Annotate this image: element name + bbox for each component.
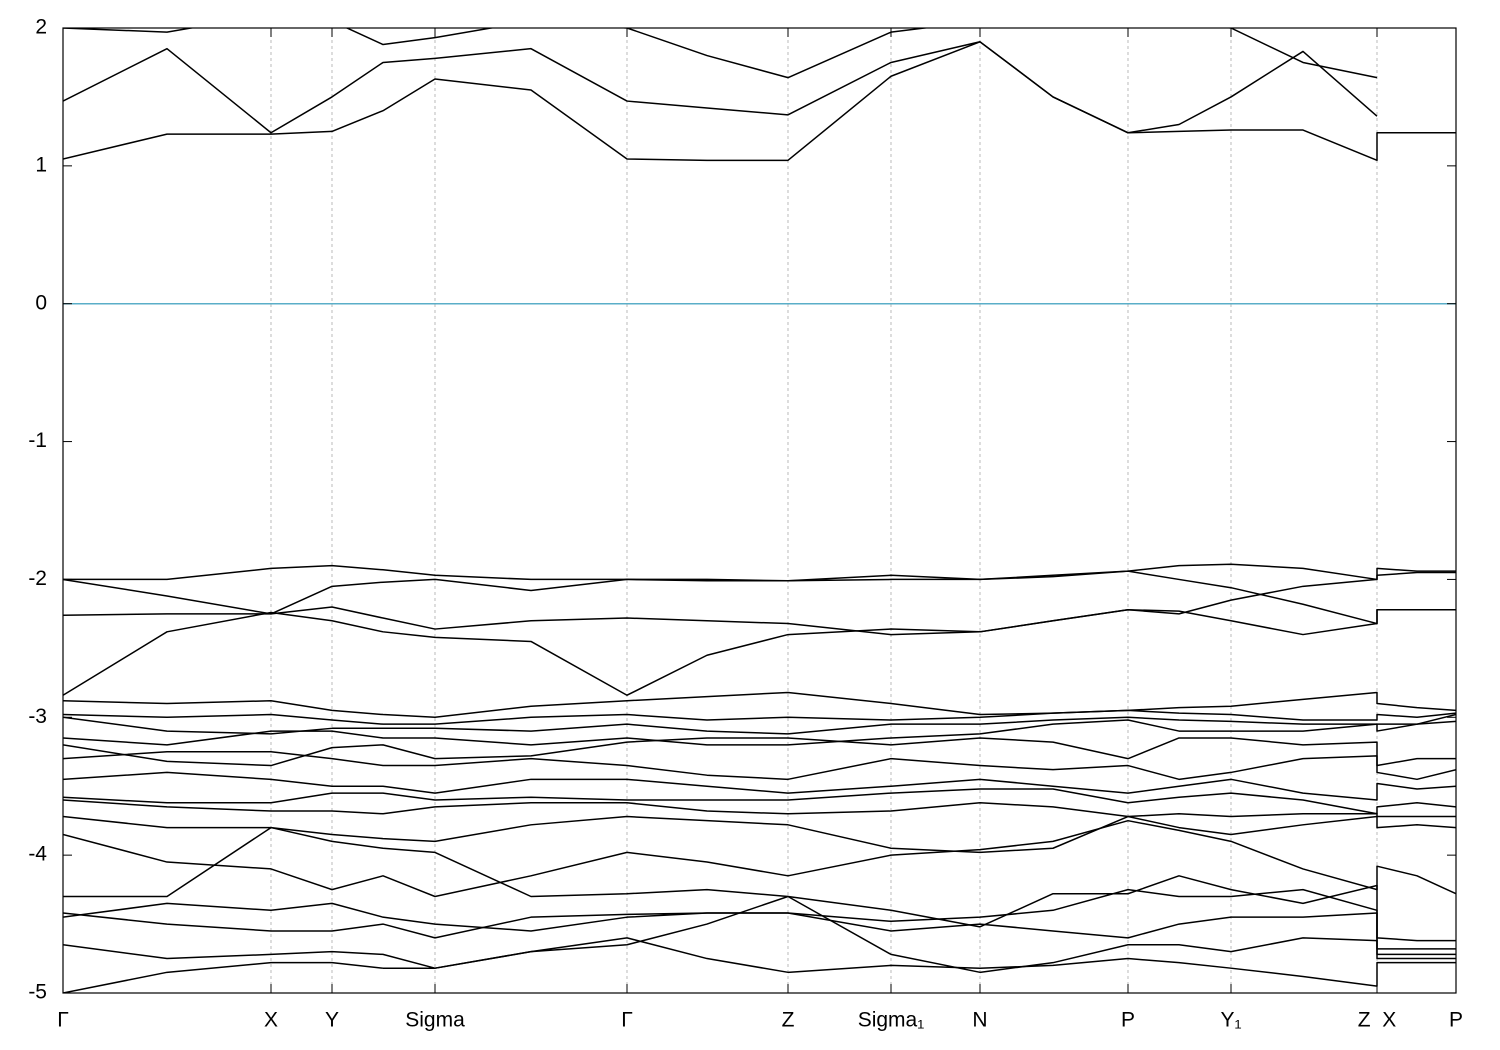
grid xyxy=(62,28,1457,993)
axes: -5 -4 -3 -2 -1 0 1 2 Γ X Y Sigma Γ Z Sigma₁ N P Y₁ Z X P xyxy=(28,16,1463,1032)
y-tick-label: 0 xyxy=(35,291,47,314)
x-tick-label: Sigma xyxy=(405,1009,465,1032)
band-line xyxy=(63,788,1456,815)
band-line xyxy=(63,819,1456,898)
band-line xyxy=(63,888,1456,950)
plot-frame xyxy=(62,27,1457,994)
y-tick-label: 1 xyxy=(35,153,47,176)
y-tick-label: -4 xyxy=(28,843,47,866)
band-line xyxy=(63,799,1456,818)
x-tick-label: Γ xyxy=(621,1009,633,1032)
y-tick-label: -5 xyxy=(28,981,47,1004)
x-tick-label: Γ xyxy=(57,1009,69,1032)
band-line xyxy=(63,28,1378,79)
band-line xyxy=(63,41,1378,134)
band-line xyxy=(63,563,1456,582)
band-line xyxy=(63,571,1456,696)
band-line xyxy=(63,41,1456,162)
band-line xyxy=(63,737,1456,767)
band-line xyxy=(63,826,1456,942)
x-tick-label: X xyxy=(264,1009,278,1032)
y-tick-label: -1 xyxy=(28,429,47,452)
band-line xyxy=(63,815,1456,854)
band-line xyxy=(63,912,1456,960)
x-tick-label: Y₁ xyxy=(1220,1009,1241,1032)
x-tick-label: Z X xyxy=(1358,1009,1397,1032)
x-tick-label: Z xyxy=(782,1009,795,1032)
band-line xyxy=(63,713,1456,746)
band-line xyxy=(63,937,1456,993)
band-line xyxy=(63,691,1456,719)
band-line xyxy=(63,606,1456,636)
band-line xyxy=(63,716,1456,735)
x-tick-label: P xyxy=(1449,1009,1463,1032)
x-tick-label: Y xyxy=(325,1009,339,1032)
band-line xyxy=(63,771,1456,801)
y-tick-label: -3 xyxy=(28,705,47,728)
x-tick-label: P xyxy=(1121,1009,1135,1032)
y-tick-label: 2 xyxy=(35,16,47,39)
band-line xyxy=(63,751,1456,781)
band-line xyxy=(63,570,1456,625)
band-line xyxy=(63,895,1456,974)
bands xyxy=(63,28,1456,993)
x-tick-label: N xyxy=(972,1009,987,1032)
y-tick-label: -2 xyxy=(28,567,47,590)
band-line xyxy=(63,709,1456,725)
x-tick-label: Sigma₁ xyxy=(858,1009,925,1032)
